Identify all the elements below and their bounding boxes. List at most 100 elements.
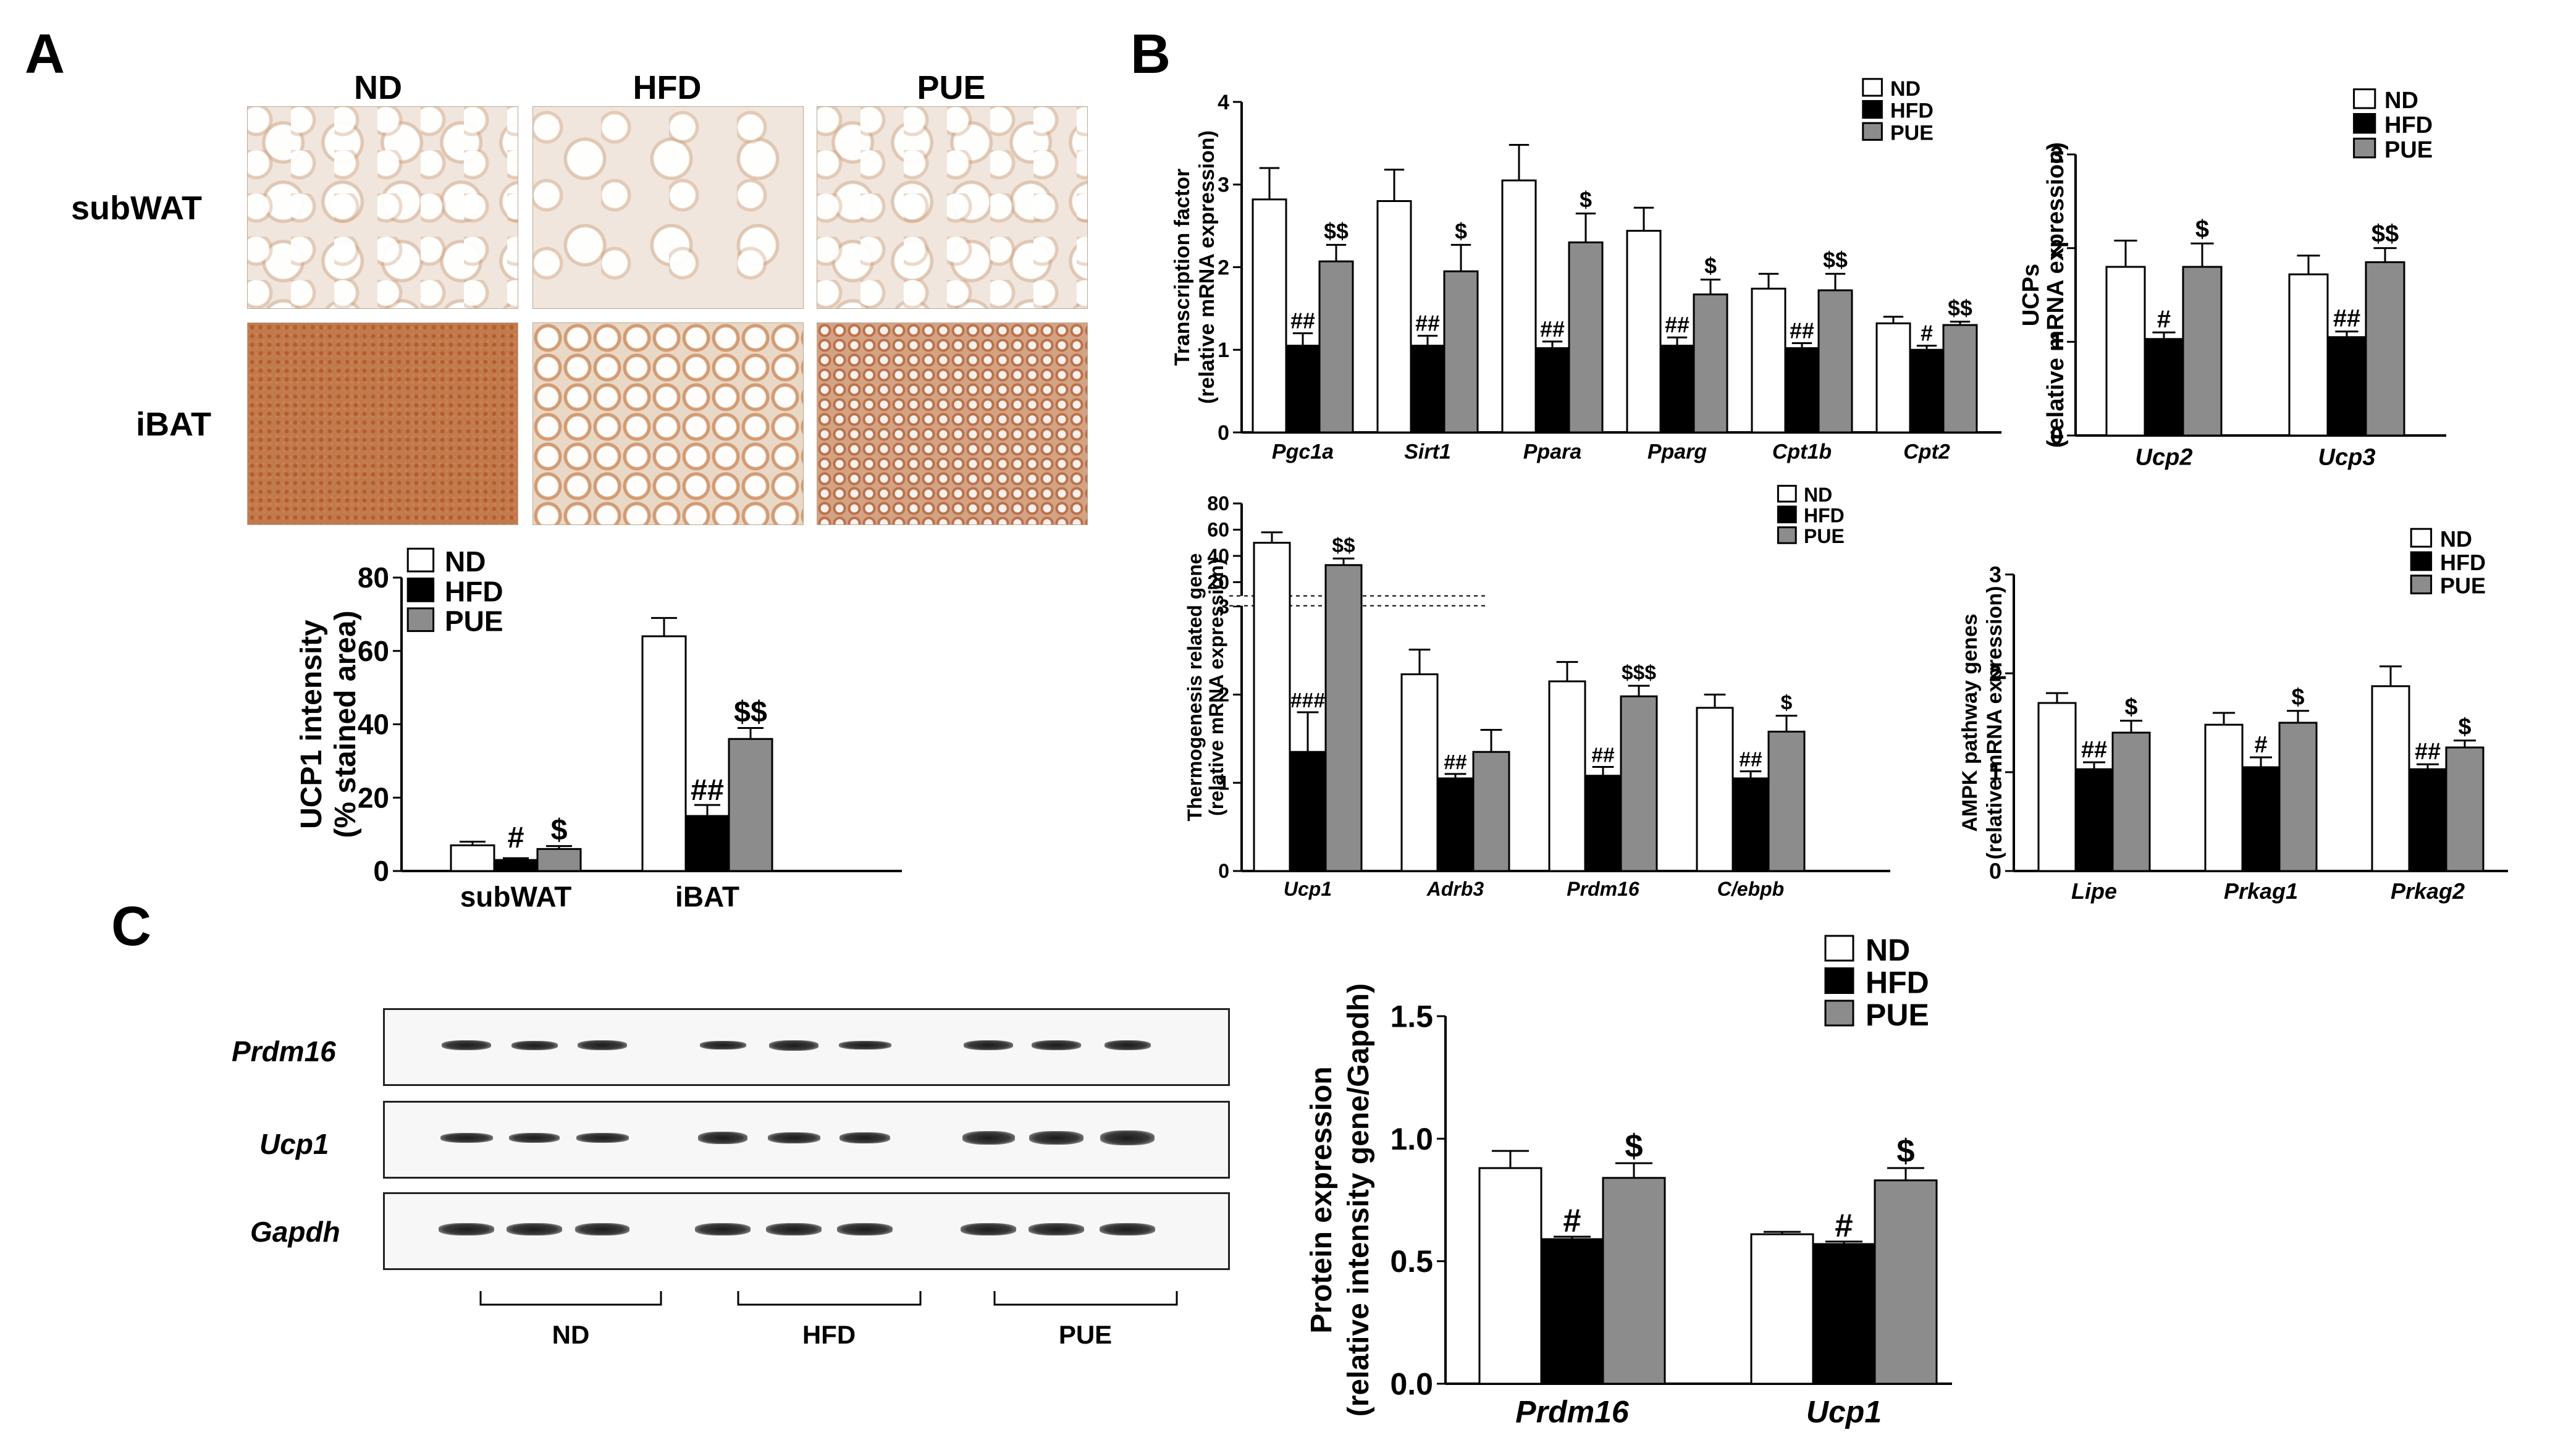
bar-pue — [536, 848, 582, 872]
significance-mark: # — [2157, 306, 2171, 333]
significance-mark: $$ — [734, 695, 767, 728]
significance-mark: ## — [1665, 313, 1689, 337]
legend-swatch — [2353, 113, 2376, 134]
category-label: Cpt2 — [1903, 440, 1950, 464]
blot-label-prdm16: Prdm16 — [232, 1035, 336, 1067]
legend-label: PUE — [1866, 998, 1929, 1032]
legend-label: HFD — [2384, 112, 2433, 138]
bar-hfd — [2326, 336, 2367, 437]
category-label: Sirt1 — [1404, 440, 1451, 464]
legend-label: PUE — [1804, 525, 1845, 547]
y-tick-label: 2 — [2050, 236, 2063, 262]
bar-nd — [1626, 230, 1662, 434]
category-label: Ucp1 — [1806, 1395, 1882, 1429]
bar-hfd — [2241, 766, 2281, 872]
bar-pue — [1602, 1177, 1666, 1385]
bar-pue — [1767, 730, 1806, 872]
significance-mark: ### — [1290, 689, 1325, 712]
y-tick-label: 60 — [358, 635, 389, 667]
significance-mark: ## — [1444, 751, 1467, 774]
legend-label: ND — [445, 545, 486, 578]
significance-mark: $ — [2458, 714, 2471, 740]
blot-band — [695, 1223, 751, 1235]
y-tick-label: 80 — [1207, 492, 1229, 515]
y-tick-label: 0.0 — [1390, 1367, 1433, 1402]
bar-pue — [1568, 241, 1604, 434]
y-axis-label: (% stained area) — [329, 610, 362, 838]
y-tick-label: 2 — [1989, 661, 2001, 686]
category-label: Prkag1 — [2224, 878, 2298, 904]
y-tick-label: 20 — [1207, 571, 1229, 594]
blot-band — [1100, 1130, 1155, 1145]
legend-label: PUE — [445, 605, 503, 638]
legend-label: PUE — [2440, 573, 2486, 599]
legend-swatch — [1777, 526, 1797, 544]
blot-band — [442, 1040, 491, 1050]
bar-nd — [2105, 266, 2146, 437]
significance-mark: $$$ — [1622, 662, 1656, 684]
y-tick-label: 1 — [1218, 339, 1229, 362]
bar-nd — [641, 635, 687, 872]
y-axis-label: Transcription factor — [1171, 169, 1194, 366]
y-tick-label: 1 — [1218, 772, 1229, 794]
legend-swatch — [1824, 967, 1854, 994]
y-tick-label: 20 — [358, 781, 389, 814]
category-label: Adrb3 — [1426, 878, 1484, 900]
blot-band — [1029, 1223, 1084, 1235]
y-tick-label: 1.5 — [1390, 999, 1433, 1034]
bar-nd — [1750, 1233, 1814, 1385]
legend-label: PUE — [2384, 137, 2433, 163]
y-axis-label: (relative intensity gene/Gapdh) — [1342, 983, 1375, 1416]
y-tick-label: 1 — [1989, 760, 2001, 785]
blot-label-gapdh: Gapdh — [250, 1216, 340, 1248]
legend-label: PUE — [1890, 121, 1934, 145]
y-axis-label: (relative mRNA expression) — [1195, 130, 1219, 404]
significance-mark: # — [1563, 1203, 1581, 1239]
y-tick-label: 3 — [1218, 595, 1229, 618]
legend-label: HFD — [1890, 99, 1934, 123]
significance-mark: $$ — [1823, 248, 1848, 272]
micro-row-ibat: iBAT — [136, 406, 211, 443]
legend-label: ND — [2440, 526, 2472, 552]
blot-band — [440, 1133, 493, 1143]
micrograph-ibat-pue — [817, 322, 1088, 525]
y-axis-label: Protein expression — [1305, 1066, 1338, 1333]
bar-nd — [1252, 198, 1287, 434]
bar-hfd — [1812, 1243, 1876, 1385]
micrograph-ibat-nd — [247, 322, 518, 525]
bar-pue — [1318, 260, 1354, 434]
blot-band — [837, 1223, 893, 1235]
bar-pue — [1324, 564, 1363, 872]
blot-bracket-nd — [479, 1291, 662, 1306]
blot-band — [698, 1132, 747, 1144]
y-tick-label: 1 — [2050, 330, 2063, 356]
category-label: Ppara — [1523, 440, 1582, 464]
blot-band — [839, 1132, 890, 1143]
chart-thermogenesis: 0 1 2 320 40 60 80 Thermogenesis related gene (r… — [1184, 484, 1890, 900]
legend-label: HFD — [1866, 966, 1929, 1000]
bar-nd — [2288, 273, 2329, 437]
significance-mark: ## — [1790, 319, 1814, 343]
panel-label-b: B — [1130, 23, 1171, 85]
bar-nd — [1548, 680, 1586, 872]
bar-nd — [1501, 179, 1537, 434]
y-tick-label: 0.5 — [1390, 1244, 1433, 1279]
bar-pue — [1472, 751, 1510, 872]
y-axis-label: Thermogenesis related gene — [1184, 553, 1206, 822]
significance-mark: ## — [691, 773, 724, 807]
significance-mark: $ — [1625, 1128, 1643, 1164]
significance-mark: # — [1835, 1208, 1853, 1244]
bar-pue — [728, 738, 773, 872]
y-tick-label: 2 — [1218, 684, 1229, 706]
micrograph-subwat-nd — [247, 106, 518, 309]
legend-swatch — [1862, 78, 1883, 97]
micrograph-subwat-pue — [817, 106, 1088, 309]
bar-nd — [450, 844, 495, 872]
bar-hfd — [1436, 777, 1475, 872]
panel-label-a: A — [25, 23, 65, 85]
significance-mark: ## — [2333, 305, 2360, 332]
category-label: Pgc1a — [1272, 440, 1334, 464]
legend-swatch — [406, 607, 435, 633]
significance-mark: ## — [1591, 744, 1615, 767]
